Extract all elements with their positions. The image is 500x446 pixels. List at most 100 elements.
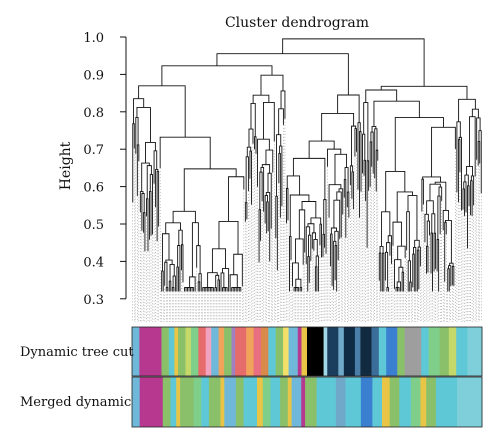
dendrogram-branch [149, 174, 153, 235]
color-segment [270, 377, 281, 427]
color-segment [456, 327, 468, 376]
color-segment [162, 377, 171, 427]
color-segment [301, 327, 308, 376]
dendrogram-branch [244, 202, 248, 222]
dendrogram-branch [305, 226, 311, 264]
dendrogram-branch [429, 183, 441, 201]
dendrogram-branch [463, 181, 467, 213]
color-segment [262, 377, 271, 427]
color-segment [335, 377, 346, 427]
dendrogram-branch [298, 209, 306, 253]
dendrogram-branch [184, 287, 187, 292]
dendrogram-branch [172, 210, 196, 223]
y-tick-label: 0.9 [83, 68, 104, 83]
color-segment [457, 377, 483, 427]
color-segment [198, 327, 207, 376]
dendrogram-branch [392, 221, 402, 247]
dendrogram-branch [387, 235, 392, 264]
dendrogram-branch [221, 268, 230, 292]
color-segment [280, 377, 289, 427]
dendrogram-branch [346, 191, 350, 218]
color-bar-label: Merged dynamic [20, 395, 131, 410]
dendrogram-branch [409, 281, 412, 292]
color-segment [345, 377, 362, 427]
dendrogram-branch [295, 287, 298, 292]
dendrogram-branch [412, 253, 415, 292]
dendrogram-branch [165, 259, 173, 265]
dendrogram-branch [136, 107, 151, 143]
dendrogram-branch [363, 159, 367, 201]
color-segment [404, 327, 422, 376]
color-segment [421, 327, 429, 376]
color-segment [132, 377, 141, 427]
y-tick-label: 0.8 [83, 106, 104, 121]
dendrogram-branch [315, 255, 319, 292]
dendrogram-branch [135, 116, 139, 154]
dendrogram-branch [265, 149, 274, 173]
dendrogram-branch [171, 287, 175, 292]
dendrogram-branch [319, 223, 322, 258]
dendrogram-branch [254, 136, 257, 154]
color-segment [291, 377, 302, 427]
dendrogram-branch [216, 53, 349, 95]
dendrogram-tree [132, 38, 482, 322]
color-segment [235, 377, 244, 427]
dendrogram-branch [161, 270, 164, 292]
dendrogram-branch [470, 180, 473, 216]
color-segment [193, 377, 202, 427]
color-segment [185, 327, 192, 376]
color-segment [371, 327, 380, 376]
dendrogram-branch [215, 274, 220, 288]
dendrogram-branch [229, 274, 238, 292]
dendrogram-branch [299, 287, 303, 292]
color-segment [168, 327, 175, 376]
dendrogram-branch [385, 170, 406, 212]
y-axis-label: Height [58, 141, 74, 190]
dendrogram-branch [451, 265, 455, 286]
dendrogram-branch [354, 128, 357, 157]
dendrogram-branch [458, 98, 476, 122]
dendrogram-branch [155, 168, 159, 207]
dendrogram-branch [289, 235, 292, 292]
dendrogram-branch [279, 145, 283, 206]
dendrogram-branch [456, 121, 461, 193]
dendrogram-branch [386, 287, 389, 292]
dendrogram-branch [470, 175, 475, 206]
dendrogram-branch [165, 287, 169, 292]
dendrogram-branch [374, 128, 378, 179]
dendrogram-branch [466, 166, 473, 176]
dendrogram-branch [371, 125, 377, 133]
color-segment [231, 327, 236, 376]
dendrogram-branch [381, 252, 385, 292]
dendrogram-branch [165, 222, 181, 234]
dendrogram-branch [142, 212, 146, 252]
color-segment [176, 377, 181, 427]
color-segment [360, 377, 373, 427]
color-segment [307, 327, 324, 376]
dendrogram-branch [464, 174, 469, 186]
dendrogram-branch [426, 200, 434, 215]
dendrogram-branch [161, 233, 170, 272]
dendrogram-branch [208, 287, 211, 292]
dendrogram-branch [469, 116, 476, 177]
color-segment [399, 377, 412, 427]
dendrogram-branch [397, 245, 406, 260]
color-segment [410, 377, 421, 427]
dendrogram-branch [431, 126, 456, 177]
dendrogram-branch [457, 139, 461, 203]
dendrogram-branch [357, 122, 361, 190]
dendrogram-branch [375, 149, 379, 192]
color-bar-label: Dynamic tree cut [20, 345, 134, 360]
color-segment [243, 377, 258, 427]
dendrogram-branch [386, 242, 391, 256]
dendrogram-branch [333, 199, 341, 239]
dendrogram-branch [436, 239, 440, 292]
dendrogram-branch [407, 195, 418, 241]
dendrogram-branch [394, 117, 444, 172]
dendrogram-branch [292, 157, 326, 200]
dendrogram-branch [311, 232, 317, 249]
color-segment [224, 327, 232, 376]
dendrogram-branch [344, 167, 349, 193]
dendrogram-branch [396, 281, 402, 292]
y-tick-label: 0.3 [83, 293, 104, 308]
